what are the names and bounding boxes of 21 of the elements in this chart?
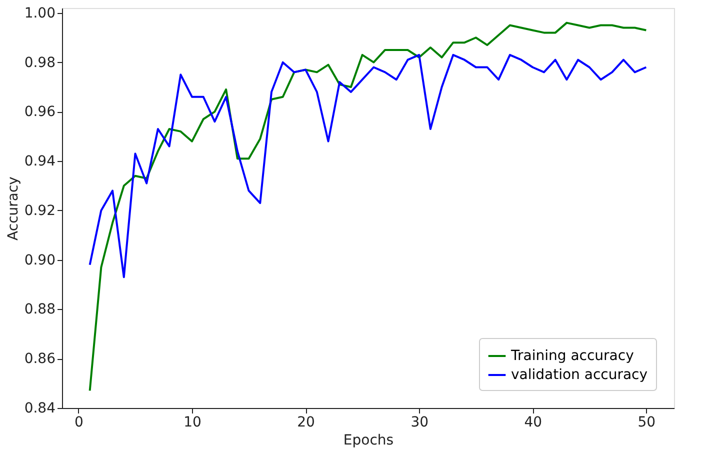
y-tick-label: 1.00 [24, 5, 56, 22]
y-tick-label: 0.98 [24, 54, 56, 71]
x-axis-title: Epochs [343, 432, 394, 448]
y-tick-label: 0.84 [24, 400, 56, 416]
y-tick-label: 0.92 [24, 202, 56, 219]
y-tick-label: 0.86 [24, 351, 56, 368]
y-tick-label: 0.96 [24, 104, 56, 120]
x-tick-label: 20 [297, 414, 315, 430]
x-tick-label: 0 [74, 414, 84, 430]
y-axis-title: Accuracy [5, 176, 22, 240]
y-tick-label: 0.90 [24, 252, 56, 268]
y-tick-label: 0.94 [24, 154, 56, 170]
line-series [88, 54, 648, 278]
x-tick-label: 30 [410, 414, 429, 430]
x-tick-label: 40 [524, 414, 542, 430]
legend-label: validation accuracy [511, 367, 648, 383]
x-tick-label: 10 [184, 414, 202, 430]
x-tick-label: 50 [638, 414, 656, 430]
y-tick-label: 0.88 [24, 302, 56, 318]
line-series [88, 22, 648, 392]
legend-label: Training accuracy [510, 348, 634, 364]
